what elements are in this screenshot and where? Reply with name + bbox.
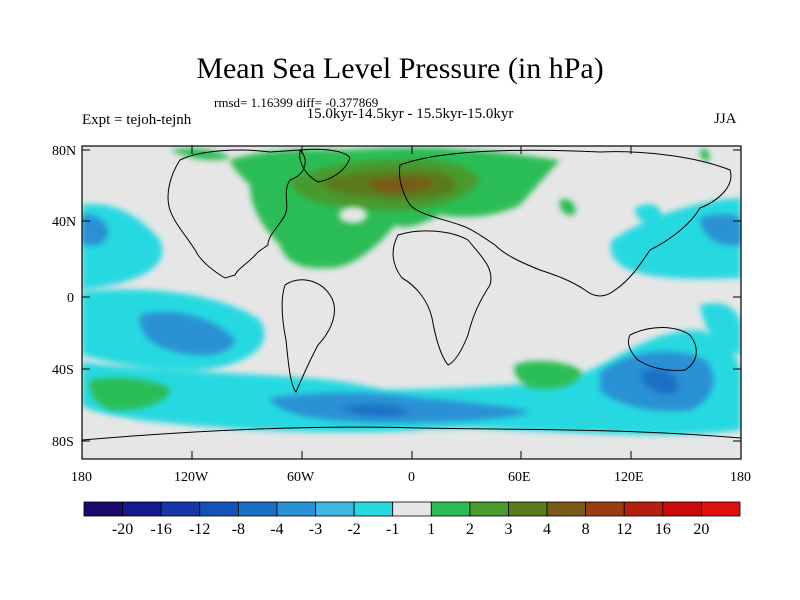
- stats-line: rmsd= 1.16399 diff= -0.377869: [214, 95, 379, 110]
- legend-swatch: [546, 501, 587, 517]
- legend-label: 20: [693, 521, 709, 538]
- legend-label: 3: [504, 521, 512, 538]
- lon-tick-label: 60W: [287, 470, 315, 485]
- legend-swatch: [701, 501, 741, 517]
- field-neutral-hole: [339, 207, 367, 223]
- coast-australia: [627, 327, 697, 371]
- legend-swatch: [508, 501, 548, 517]
- legend-label: -20: [112, 521, 133, 538]
- legend-label: -3: [309, 521, 322, 538]
- legend-swatch: [623, 501, 664, 517]
- field-pos4-north-atlantic: [369, 177, 435, 193]
- legend-swatch: [585, 501, 625, 517]
- field-neg3-west-pacific: [700, 214, 741, 246]
- coast-greenland: [299, 148, 351, 183]
- legend-label: 2: [466, 521, 474, 538]
- period-label: 15.0kyr-14.5kyr - 15.5kyr-15.0kyr: [306, 106, 514, 122]
- experiment-label: Expt = tejoh-tejnh: [82, 112, 192, 128]
- legend-swatch: [315, 501, 355, 517]
- lat-tick-label: 80S: [52, 435, 74, 450]
- lon-tick-label: 60E: [508, 470, 531, 485]
- legend-swatch: [430, 501, 471, 517]
- lat-tick-label: 40N: [52, 215, 76, 230]
- legend-label: 16: [655, 521, 671, 538]
- legend-swatch: [276, 501, 316, 517]
- legend-swatch: [353, 501, 394, 517]
- legend-label: -1: [386, 521, 399, 538]
- coast-north-america: [167, 149, 306, 279]
- field-neg3-south-pacific: [139, 311, 235, 356]
- lon-tick-label: 180: [730, 470, 751, 485]
- lat-tick-label: 80N: [52, 144, 76, 159]
- coast-antarctica: [82, 426, 741, 441]
- lat-axis: 80N 40N 0 40S 80S: [52, 144, 741, 450]
- legend-label: -12: [189, 521, 210, 538]
- color-legend: -20 -16 -12 -8 -4 -3 -2 -1 1 2 3 4 8 12 16 20: [83, 501, 741, 538]
- legend-label: 8: [582, 521, 590, 538]
- legend-label: 1: [427, 521, 435, 538]
- legend-swatch: [199, 501, 239, 517]
- lon-tick-label: 120W: [174, 470, 209, 485]
- legend-label: -16: [151, 521, 172, 538]
- coast-eurasia: [399, 149, 732, 297]
- field-neg3-southern-atlantic: [270, 392, 530, 423]
- coast-south-america: [281, 279, 335, 393]
- plot-title: Mean Sea Level Pressure (in hPa): [196, 52, 604, 85]
- season-label: JJA: [714, 111, 737, 127]
- field-neg4-south-indian-core: [640, 369, 679, 394]
- coastlines: [82, 148, 741, 441]
- lon-tick-label: 120E: [614, 470, 644, 485]
- legend-swatch: [237, 501, 278, 517]
- lat-tick-label: 40S: [52, 363, 74, 378]
- lon-axis: 180 120W 60W 0 60E 120E 180: [71, 146, 751, 485]
- lat-tick-label: 0: [67, 291, 74, 306]
- field-neg4-weddell: [340, 404, 410, 417]
- field-pos1-south-pacific-anomaly: [89, 377, 170, 411]
- legend-label: 12: [616, 521, 632, 538]
- legend-label: -2: [347, 521, 360, 538]
- legend-swatch: [160, 501, 201, 517]
- legend-swatch: [662, 501, 702, 517]
- field-neg1-east-pacific: [700, 303, 741, 355]
- field-layer: [82, 146, 741, 459]
- legend-swatch: [83, 501, 123, 517]
- legend-label: -4: [270, 521, 283, 538]
- field-pos1-indian-ocean: [514, 360, 582, 390]
- lon-tick-label: 0: [408, 470, 415, 485]
- lon-tick-label: 180: [71, 470, 92, 485]
- field-neg3-north-pacific: [82, 214, 109, 246]
- legend-swatch: [469, 501, 509, 517]
- legend-swatch: [122, 501, 162, 517]
- coast-africa: [392, 230, 492, 366]
- field-neg1-japan: [635, 204, 661, 224]
- field-pos1-siberia: [559, 198, 576, 216]
- legend-label: -8: [232, 521, 245, 538]
- legend-label: 4: [543, 521, 551, 538]
- field-pos1-arctic: [699, 149, 710, 162]
- legend-swatch: [392, 501, 432, 517]
